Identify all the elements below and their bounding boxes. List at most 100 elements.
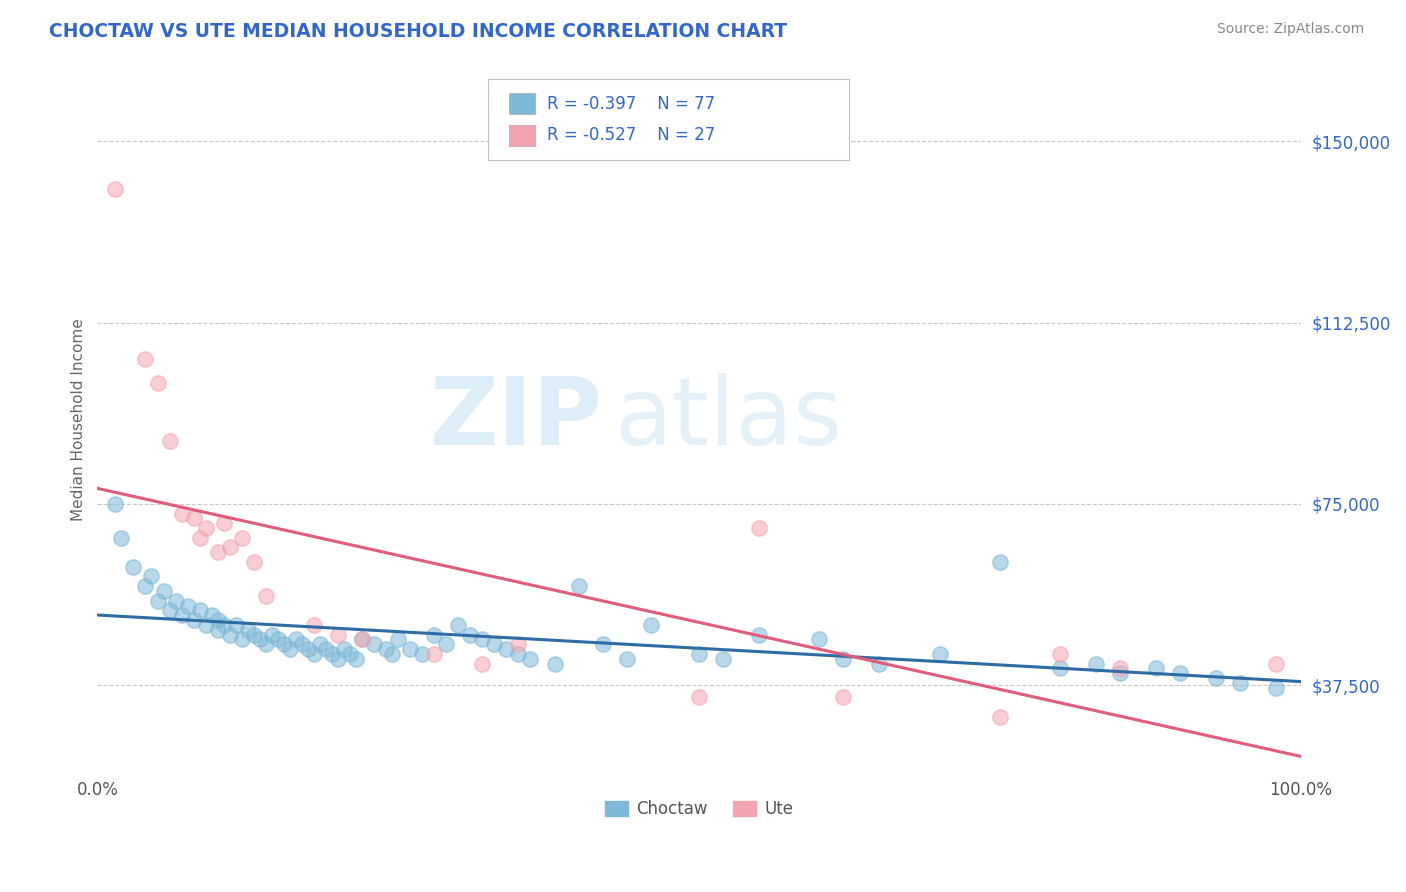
Point <box>170 507 193 521</box>
Point <box>1049 661 1071 675</box>
Point <box>176 599 198 613</box>
Point <box>104 497 127 511</box>
Point <box>381 647 404 661</box>
Point <box>344 651 367 665</box>
Point <box>249 632 271 647</box>
Point <box>423 647 446 661</box>
Point <box>1049 647 1071 661</box>
Point <box>309 637 332 651</box>
Point <box>411 647 433 661</box>
Point <box>273 637 295 651</box>
Text: R = -0.527    N = 27: R = -0.527 N = 27 <box>547 126 716 145</box>
Point <box>519 651 541 665</box>
Point <box>832 690 855 705</box>
Point <box>207 545 229 559</box>
Point <box>201 608 224 623</box>
Point <box>267 632 290 647</box>
FancyBboxPatch shape <box>509 93 536 114</box>
Point <box>460 627 482 641</box>
Point <box>231 632 253 647</box>
Point <box>254 637 277 651</box>
Point <box>194 618 217 632</box>
FancyBboxPatch shape <box>488 79 849 160</box>
Point <box>363 637 385 651</box>
Point <box>207 623 229 637</box>
Legend: Choctaw, Ute: Choctaw, Ute <box>598 794 800 825</box>
Point <box>146 376 169 390</box>
Point <box>134 579 156 593</box>
Point <box>225 618 247 632</box>
Point <box>260 627 283 641</box>
Point <box>315 642 337 657</box>
Point <box>152 584 174 599</box>
Point <box>207 613 229 627</box>
Point <box>212 516 235 531</box>
Point <box>291 637 314 651</box>
Point <box>231 531 253 545</box>
Point <box>1265 681 1288 695</box>
Point <box>640 618 662 632</box>
FancyBboxPatch shape <box>509 125 536 145</box>
Point <box>302 647 325 661</box>
Y-axis label: Median Household Income: Median Household Income <box>72 318 86 521</box>
Point <box>495 642 517 657</box>
Point <box>688 647 710 661</box>
Point <box>832 651 855 665</box>
Point <box>302 618 325 632</box>
Point <box>508 637 530 651</box>
Point <box>104 182 127 196</box>
Point <box>423 627 446 641</box>
Point <box>146 593 169 607</box>
Point <box>1109 666 1132 681</box>
Point <box>688 690 710 705</box>
Point <box>375 642 398 657</box>
Point <box>183 613 205 627</box>
Text: R = -0.397    N = 77: R = -0.397 N = 77 <box>547 95 716 112</box>
Point <box>352 632 374 647</box>
Point <box>748 627 770 641</box>
Point <box>212 618 235 632</box>
Point <box>616 651 638 665</box>
Point <box>165 593 187 607</box>
Point <box>352 632 374 647</box>
Point <box>484 637 506 651</box>
Point <box>508 647 530 661</box>
Point <box>321 647 343 661</box>
Point <box>254 589 277 603</box>
Point <box>339 647 361 661</box>
Point <box>218 627 240 641</box>
Point <box>399 642 422 657</box>
Point <box>122 559 145 574</box>
Point <box>471 657 494 671</box>
Text: Source: ZipAtlas.com: Source: ZipAtlas.com <box>1216 22 1364 37</box>
Point <box>568 579 591 593</box>
Point <box>326 651 349 665</box>
Point <box>711 651 734 665</box>
Point <box>242 555 264 569</box>
Point <box>194 521 217 535</box>
Point <box>159 434 181 448</box>
Point <box>868 657 890 671</box>
Point <box>748 521 770 535</box>
Point <box>236 623 259 637</box>
Point <box>333 642 356 657</box>
Point <box>471 632 494 647</box>
Point <box>183 511 205 525</box>
Point <box>170 608 193 623</box>
Point <box>1084 657 1107 671</box>
Point <box>434 637 457 651</box>
Point <box>159 603 181 617</box>
Point <box>141 569 163 583</box>
Point <box>1144 661 1167 675</box>
Point <box>188 531 211 545</box>
Point <box>297 642 319 657</box>
Point <box>447 618 470 632</box>
Point <box>218 541 240 555</box>
Point <box>284 632 307 647</box>
Point <box>387 632 409 647</box>
Point <box>1205 671 1227 685</box>
Text: ZIP: ZIP <box>430 373 603 466</box>
Point <box>1168 666 1191 681</box>
Point <box>134 351 156 366</box>
Text: CHOCTAW VS UTE MEDIAN HOUSEHOLD INCOME CORRELATION CHART: CHOCTAW VS UTE MEDIAN HOUSEHOLD INCOME C… <box>49 22 787 41</box>
